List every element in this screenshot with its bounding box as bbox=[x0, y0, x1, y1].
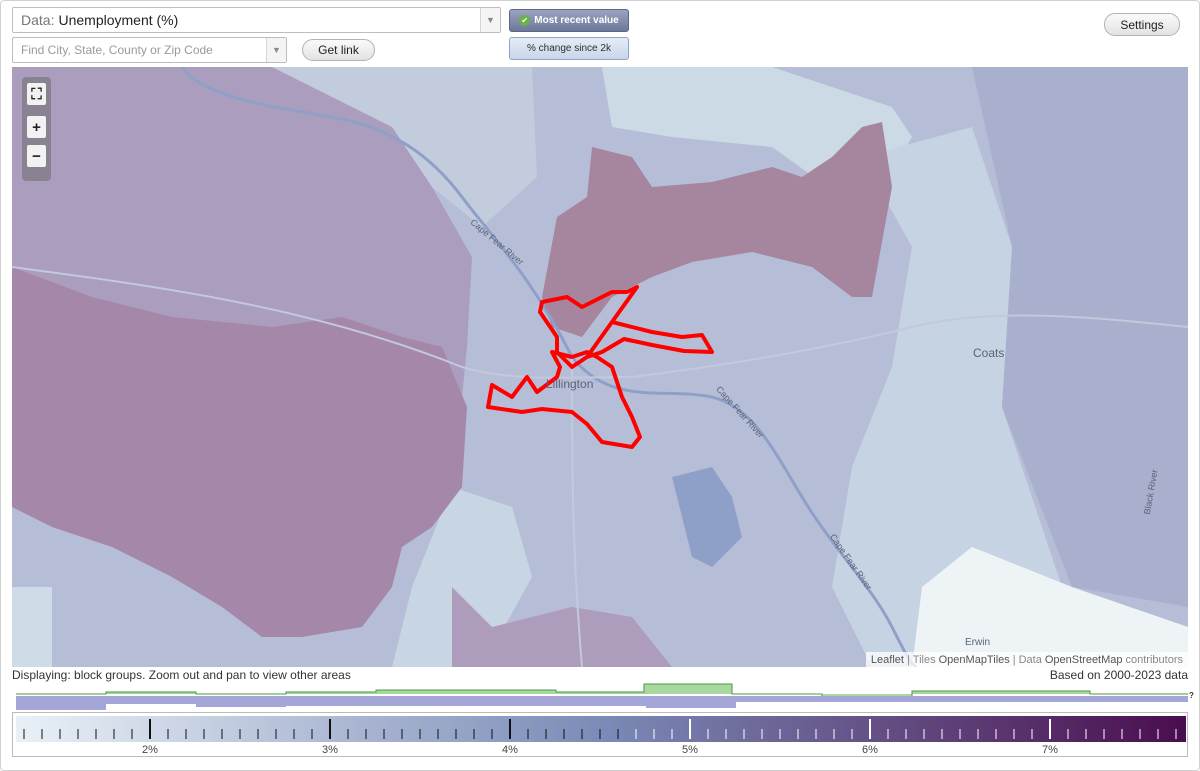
histogram-bar bbox=[646, 696, 736, 708]
legend-tick-label: 4% bbox=[502, 744, 518, 756]
light-region-south bbox=[392, 487, 532, 667]
leaflet-link[interactable]: Leaflet bbox=[870, 653, 904, 666]
legend-tick-label: 3% bbox=[322, 744, 338, 756]
place-label-lillington: Lillington bbox=[546, 377, 594, 391]
region-north-high bbox=[542, 122, 892, 337]
data-select-value: Unemployment (%) bbox=[58, 12, 179, 28]
legend-scale: 2% 3% 4% 5% 6% 7% bbox=[16, 716, 1186, 756]
highway-east bbox=[631, 314, 1188, 378]
legend-tick-label: 2% bbox=[142, 744, 158, 756]
most-recent-toggle[interactable]: ✔ Most recent value bbox=[509, 9, 629, 32]
map-view[interactable]: ⛶ + − Lillington Coats Erwin Cape Fear R… bbox=[12, 67, 1188, 667]
get-link-button[interactable]: Get link bbox=[302, 39, 375, 61]
openstreetmap-link[interactable]: OpenStreetMap bbox=[1044, 653, 1123, 666]
check-icon: ✔ bbox=[519, 15, 531, 26]
attribution-contributors: contributors bbox=[1125, 653, 1183, 666]
location-search[interactable]: ▼ bbox=[12, 37, 287, 63]
cape-fear-river-line bbox=[180, 67, 918, 667]
openmaptiles-link[interactable]: OpenMapTiles bbox=[938, 653, 1010, 666]
help-icon[interactable]: ? bbox=[1189, 691, 1194, 700]
attribution-separator: | bbox=[1012, 653, 1016, 666]
chevron-down-icon[interactable]: ▼ bbox=[480, 8, 500, 32]
map-canvas bbox=[12, 67, 1188, 667]
map-attribution: Leaflet | Tiles OpenMapTiles | Data Open… bbox=[865, 652, 1188, 667]
highway-south bbox=[571, 356, 583, 667]
light-region-east bbox=[832, 127, 1188, 667]
lillington-boundary bbox=[486, 285, 714, 449]
data-select-prefix: Data: bbox=[21, 12, 55, 28]
data-select[interactable]: Data: Unemployment (%) ▼ bbox=[12, 7, 501, 33]
attribution-data-prefix: Data bbox=[1018, 653, 1042, 666]
legend-tick-label: 5% bbox=[682, 744, 698, 756]
place-label-coats: Coats bbox=[973, 346, 1005, 360]
most-recent-label: Most recent value bbox=[534, 15, 619, 26]
zoom-controls: ⛶ + − bbox=[22, 77, 51, 181]
histogram-bar bbox=[106, 696, 196, 704]
histogram-bar bbox=[16, 696, 106, 710]
place-label-erwin: Erwin bbox=[965, 637, 991, 648]
displaying-note: Displaying: block groups. Zoom out and p… bbox=[12, 668, 351, 682]
attribution-separator: | bbox=[906, 653, 910, 666]
water-body bbox=[672, 467, 742, 567]
legend-gradient bbox=[16, 716, 1186, 742]
zoom-in-button[interactable]: + bbox=[27, 116, 46, 138]
attribution-tiles-prefix: Tiles bbox=[912, 653, 936, 666]
region-west-high bbox=[12, 267, 467, 637]
legend-tick-label: 6% bbox=[862, 744, 878, 756]
histogram-bar bbox=[196, 696, 286, 707]
zoom-out-button[interactable]: − bbox=[27, 145, 46, 167]
color-legend: 2% 3% 4% 5% 6% 7% bbox=[12, 712, 1188, 757]
light-region-northwest bbox=[272, 67, 537, 227]
search-input[interactable] bbox=[13, 38, 263, 62]
distribution-histogram bbox=[16, 683, 1188, 710]
legend-tick-label: 7% bbox=[1042, 744, 1058, 756]
light-region-erwin bbox=[912, 547, 1188, 667]
histogram-upper bbox=[16, 683, 1188, 698]
region-south-purple bbox=[452, 587, 672, 667]
data-range-note: Based on 2000-2023 data bbox=[1049, 668, 1188, 682]
highway-west bbox=[12, 266, 633, 379]
region-far-east bbox=[972, 67, 1188, 607]
fullscreen-icon[interactable]: ⛶ bbox=[27, 83, 46, 105]
settings-button[interactable]: Settings bbox=[1104, 13, 1180, 36]
chevron-down-icon[interactable]: ▼ bbox=[266, 38, 286, 62]
histogram-bar bbox=[736, 696, 1188, 702]
histogram-bar bbox=[286, 696, 646, 706]
change-since-2k-toggle[interactable]: % change since 2k bbox=[509, 37, 629, 60]
region-southwest-light bbox=[12, 587, 52, 667]
